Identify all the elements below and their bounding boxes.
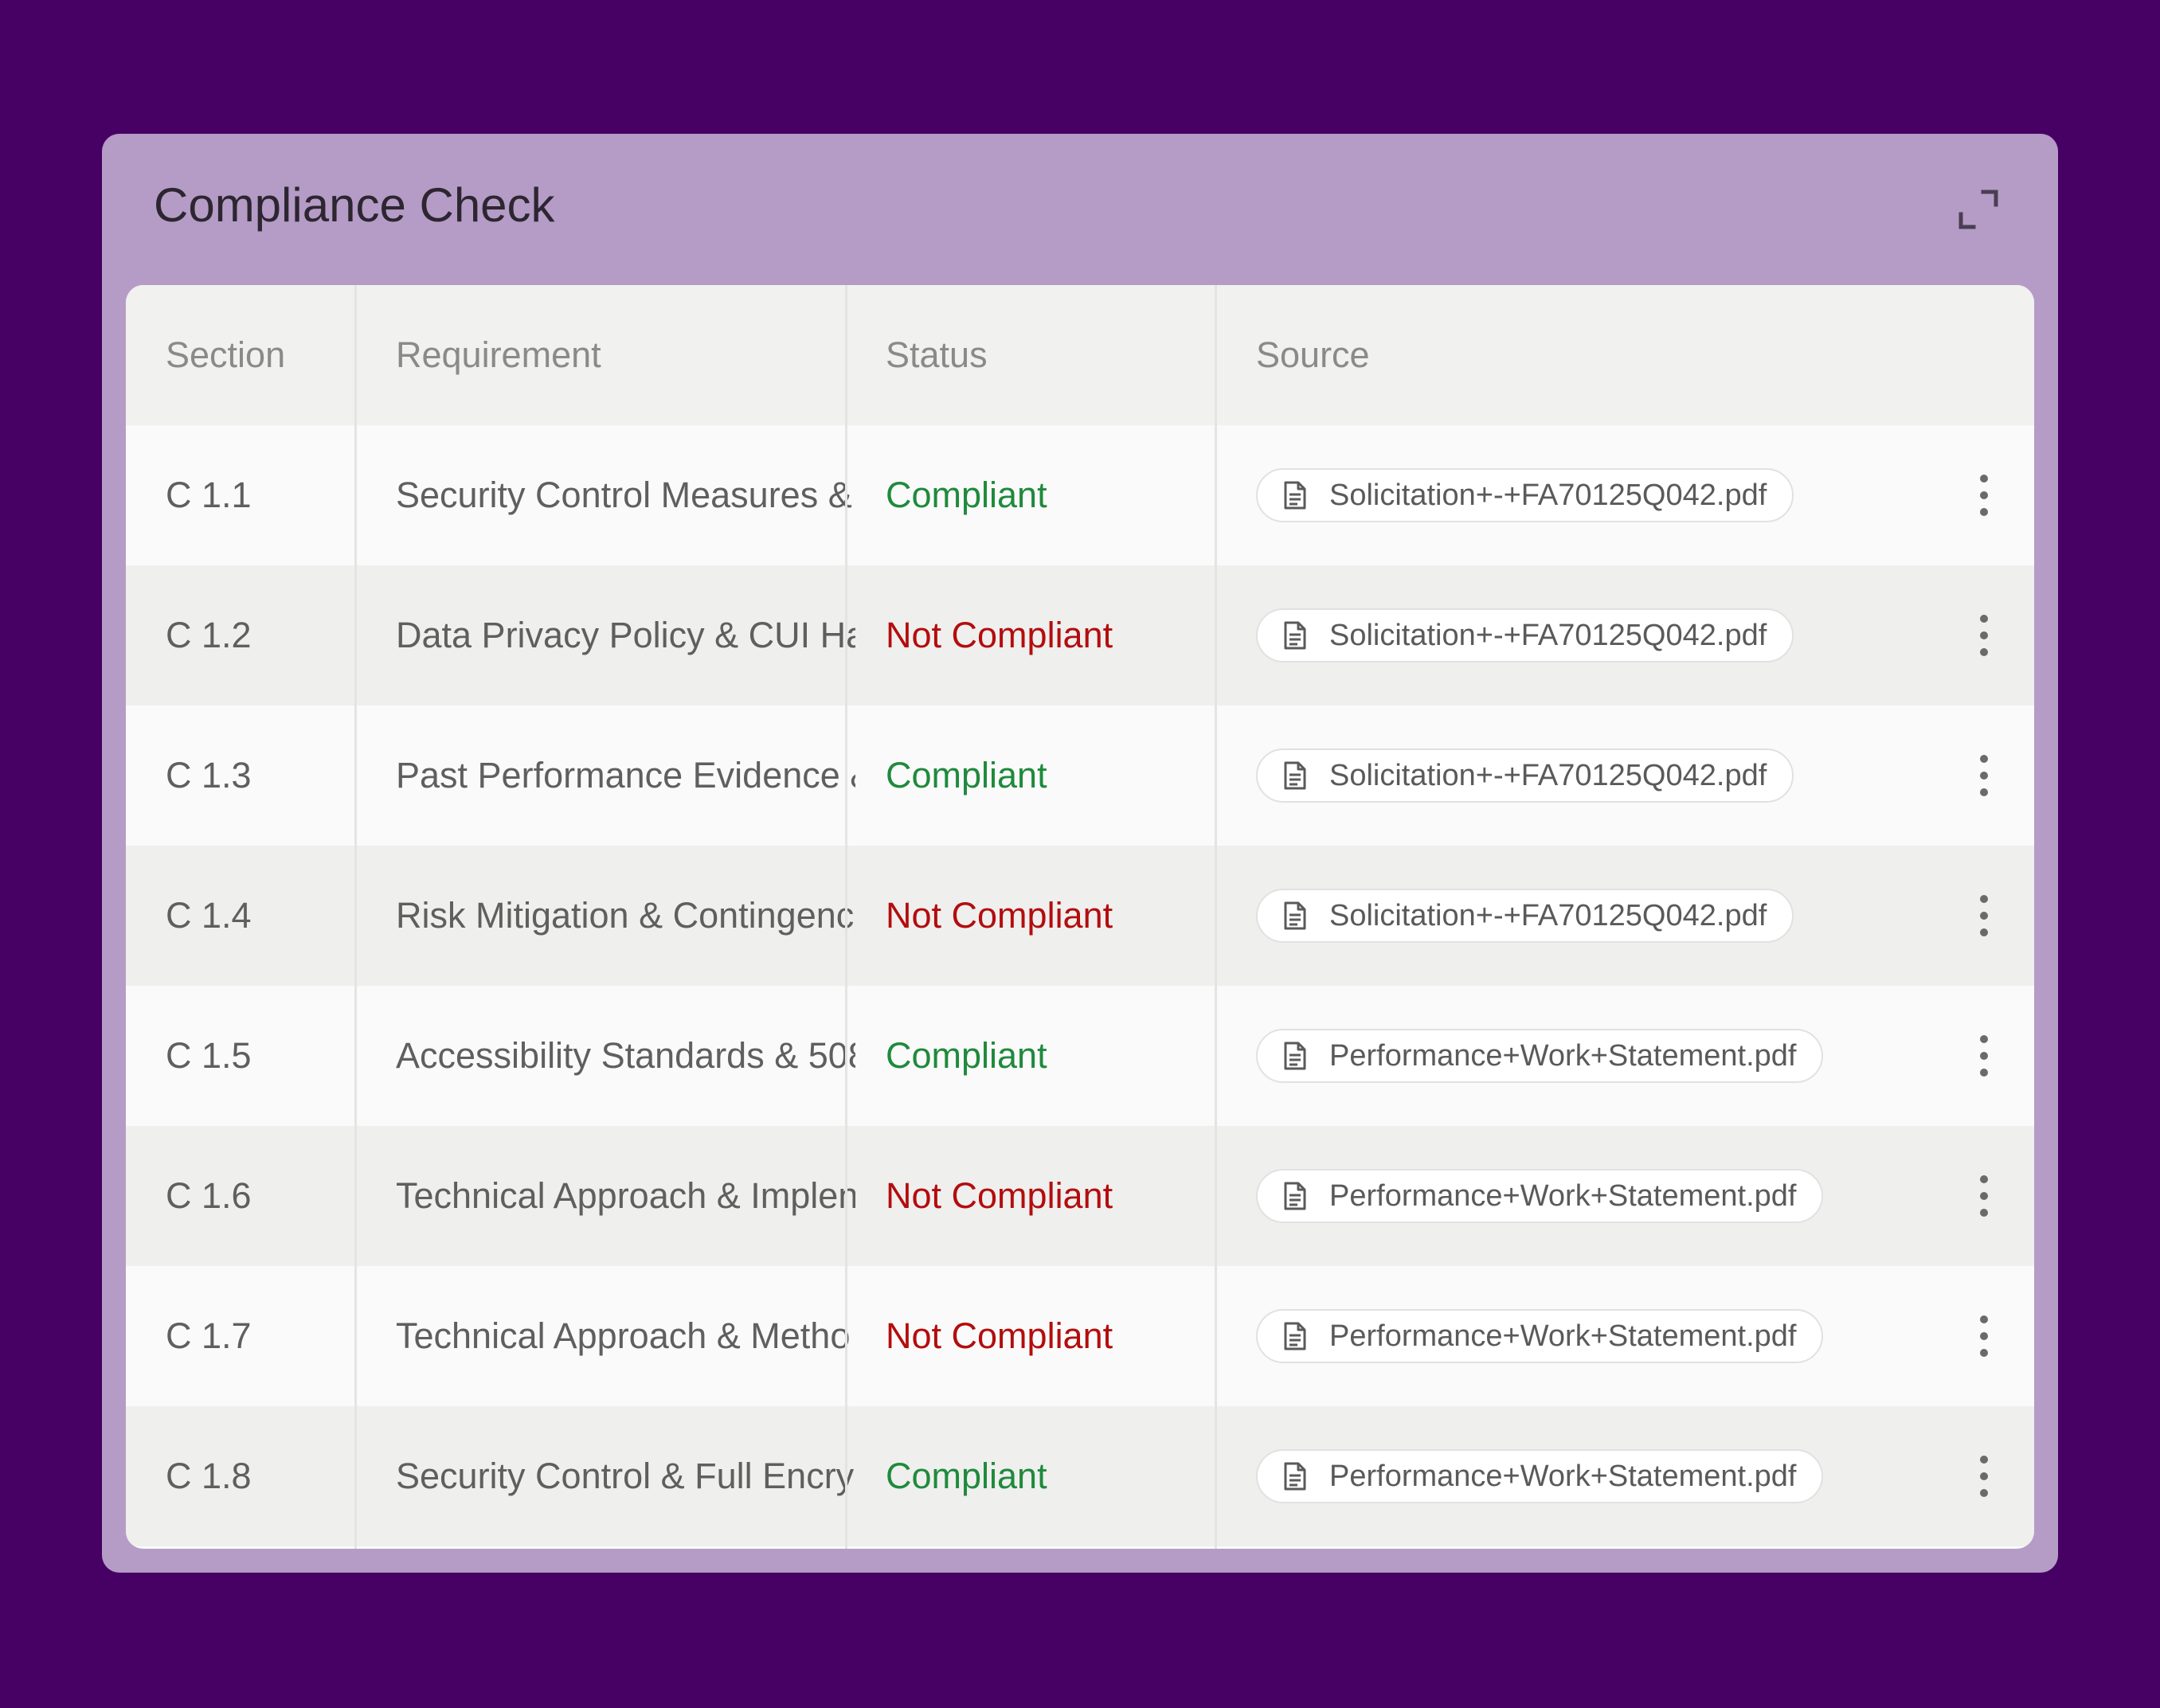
document-icon xyxy=(1284,761,1306,790)
document-icon xyxy=(1284,901,1306,930)
status-cell: Not Compliant xyxy=(886,615,1113,655)
source-cell: Performance+Work+Statement.pdf xyxy=(1256,1406,1973,1546)
source-file-name: Performance+Work+Statement.pdf xyxy=(1329,1038,1797,1073)
document-icon xyxy=(1284,1182,1306,1210)
column-divider xyxy=(1215,285,1217,1549)
row-menu-button[interactable] xyxy=(1966,752,2002,799)
section-cell: C 1.3 xyxy=(166,755,252,795)
source-file-name: Performance+Work+Statement.pdf xyxy=(1329,1319,1797,1353)
table-row[interactable]: C 1.7 Technical Approach & Metho Not Compl… xyxy=(126,1266,2034,1406)
table-row[interactable]: C 1.6 Technical Approach & Implen Not Comp… xyxy=(126,1126,2034,1266)
table-row[interactable]: C 1.1 Security Control Measures & Complian… xyxy=(126,425,2034,565)
more-vertical-icon xyxy=(1980,1035,1988,1077)
row-menu-button[interactable] xyxy=(1966,612,2002,659)
row-menu-button[interactable] xyxy=(1966,1312,2002,1360)
requirement-cell: Technical Approach & Implen xyxy=(396,1175,855,1216)
table-header-row: Section Requirement Status Source xyxy=(126,285,2034,425)
column-header-source[interactable]: Source xyxy=(1256,334,1370,375)
source-file-chip[interactable]: Performance+Work+Statement.pdf xyxy=(1256,1169,1824,1223)
more-vertical-icon xyxy=(1980,615,1988,656)
section-cell: C 1.8 xyxy=(166,1456,252,1496)
row-menu-button[interactable] xyxy=(1966,1032,2002,1080)
expand-button[interactable] xyxy=(1955,186,2002,233)
status-cell: Compliant xyxy=(886,1456,1047,1496)
source-file-name: Solicitation+-+FA70125Q042.pdf xyxy=(1329,478,1767,512)
more-vertical-icon xyxy=(1980,1315,1988,1357)
status-cell: Not Compliant xyxy=(886,1315,1113,1356)
document-icon xyxy=(1284,481,1306,510)
table-row[interactable]: C 1.5 Accessibility Standards & 508 Compli… xyxy=(126,986,2034,1126)
more-vertical-icon xyxy=(1980,1175,1988,1217)
source-cell: Performance+Work+Statement.pdf xyxy=(1256,1266,1973,1406)
source-file-name: Solicitation+-+FA70125Q042.pdf xyxy=(1329,618,1767,652)
column-divider xyxy=(354,285,357,1549)
status-cell: Compliant xyxy=(886,1035,1047,1076)
row-menu-button[interactable] xyxy=(1966,1452,2002,1500)
source-cell: Solicitation+-+FA70125Q042.pdf xyxy=(1256,565,1973,705)
status-cell: Not Compliant xyxy=(886,1175,1113,1216)
source-cell: Solicitation+-+FA70125Q042.pdf xyxy=(1256,846,1973,986)
source-cell: Solicitation+-+FA70125Q042.pdf xyxy=(1256,705,1973,846)
more-vertical-icon xyxy=(1980,755,1988,796)
section-cell: C 1.5 xyxy=(166,1035,252,1076)
source-file-chip[interactable]: Performance+Work+Statement.pdf xyxy=(1256,1449,1824,1503)
source-cell: Solicitation+-+FA70125Q042.pdf xyxy=(1256,425,1973,565)
document-icon xyxy=(1284,621,1306,650)
table-row[interactable]: C 1.2 Data Privacy Policy & CUI Ha Not Com… xyxy=(126,565,2034,705)
requirement-cell: Past Performance Evidence & xyxy=(396,755,855,795)
document-icon xyxy=(1284,1462,1306,1491)
source-file-chip[interactable]: Solicitation+-+FA70125Q042.pdf xyxy=(1256,468,1794,522)
section-cell: C 1.1 xyxy=(166,475,252,515)
row-menu-button[interactable] xyxy=(1966,471,2002,519)
row-menu-button[interactable] xyxy=(1966,1172,2002,1220)
table-row[interactable]: C 1.4 Risk Mitigation & Contingenc Not Com… xyxy=(126,846,2034,986)
requirement-cell: Data Privacy Policy & CUI Ha xyxy=(396,615,855,655)
column-header-status[interactable]: Status xyxy=(886,334,988,375)
source-cell: Performance+Work+Statement.pdf xyxy=(1256,1126,1973,1266)
compliance-table: Section Requirement Status Source C 1.1 S… xyxy=(126,285,2034,1549)
source-file-chip[interactable]: Performance+Work+Statement.pdf xyxy=(1256,1029,1824,1083)
column-header-section[interactable]: Section xyxy=(166,334,286,375)
column-header-requirement[interactable]: Requirement xyxy=(396,334,601,375)
document-icon xyxy=(1284,1322,1306,1350)
section-cell: C 1.7 xyxy=(166,1315,252,1356)
more-vertical-icon xyxy=(1980,475,1988,516)
section-cell: C 1.6 xyxy=(166,1175,252,1216)
document-icon xyxy=(1284,1042,1306,1070)
source-file-chip[interactable]: Solicitation+-+FA70125Q042.pdf xyxy=(1256,889,1794,943)
source-file-name: Performance+Work+Statement.pdf xyxy=(1329,1178,1797,1213)
source-file-chip[interactable]: Solicitation+-+FA70125Q042.pdf xyxy=(1256,608,1794,662)
section-cell: C 1.4 xyxy=(166,895,252,936)
source-file-name: Performance+Work+Statement.pdf xyxy=(1329,1459,1797,1493)
more-vertical-icon xyxy=(1980,1456,1988,1497)
requirement-cell: Security Control & Full Encry xyxy=(396,1456,855,1496)
compliance-check-panel: Compliance Check Section Requirement Sta… xyxy=(102,134,2058,1573)
column-divider xyxy=(845,285,847,1549)
status-cell: Compliant xyxy=(886,475,1047,515)
requirement-cell: Security Control Measures & xyxy=(396,475,852,515)
panel-title: Compliance Check xyxy=(154,178,555,232)
table-row[interactable]: C 1.8 Security Control & Full Encry Compli… xyxy=(126,1406,2034,1546)
source-file-chip[interactable]: Performance+Work+Statement.pdf xyxy=(1256,1309,1824,1363)
status-cell: Not Compliant xyxy=(886,895,1113,936)
source-file-name: Solicitation+-+FA70125Q042.pdf xyxy=(1329,758,1767,792)
expand-icon xyxy=(1958,190,1998,229)
requirement-cell: Technical Approach & Metho xyxy=(396,1315,851,1356)
requirement-cell: Accessibility Standards & 508 xyxy=(396,1035,855,1076)
source-file-name: Solicitation+-+FA70125Q042.pdf xyxy=(1329,898,1767,932)
status-cell: Compliant xyxy=(886,755,1047,795)
section-cell: C 1.2 xyxy=(166,615,252,655)
more-vertical-icon xyxy=(1980,895,1988,936)
source-cell: Performance+Work+Statement.pdf xyxy=(1256,986,1973,1126)
table-row[interactable]: C 1.3 Past Performance Evidence & Complian… xyxy=(126,705,2034,846)
source-file-chip[interactable]: Solicitation+-+FA70125Q042.pdf xyxy=(1256,748,1794,803)
row-menu-button[interactable] xyxy=(1966,892,2002,940)
requirement-cell: Risk Mitigation & Contingenc xyxy=(396,895,855,936)
